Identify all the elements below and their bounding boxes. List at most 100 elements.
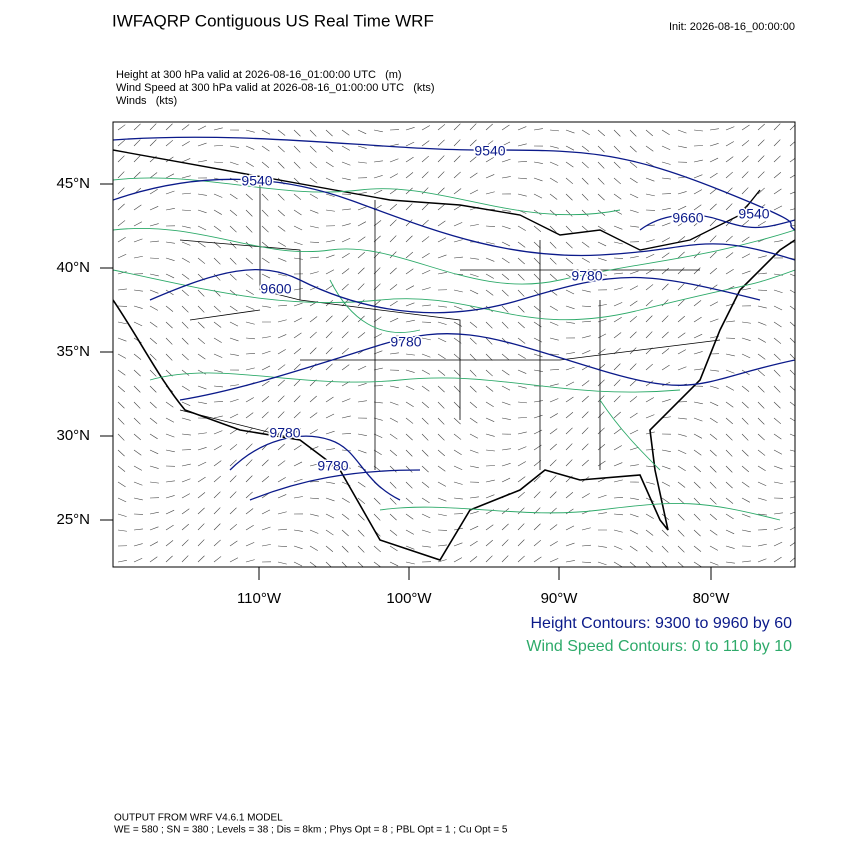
wind-barb xyxy=(357,221,367,227)
wind-barb xyxy=(421,337,431,341)
wind-barb xyxy=(725,561,735,564)
wind-barb xyxy=(389,219,397,227)
wind-barb xyxy=(309,145,317,153)
wind-barb xyxy=(581,177,589,185)
wind-barb xyxy=(437,353,446,360)
wind-barb xyxy=(341,465,351,469)
wind-barb xyxy=(421,513,431,519)
wind-barb xyxy=(597,241,607,247)
wind-barb xyxy=(581,209,589,217)
wind-barb xyxy=(277,225,286,232)
wind-barb xyxy=(325,284,334,291)
wind-barb xyxy=(725,417,733,425)
wind-barb xyxy=(405,385,415,391)
wind-barb xyxy=(709,449,717,457)
wind-barb xyxy=(389,203,397,211)
wind-barb xyxy=(613,395,621,403)
wind-barb xyxy=(741,321,751,324)
wind-barb xyxy=(661,145,671,151)
wind-barb xyxy=(661,207,671,211)
wind-barb xyxy=(309,513,319,517)
wind-barb xyxy=(501,225,511,230)
wind-barb xyxy=(133,543,143,547)
wind-barb xyxy=(501,401,511,406)
wind-barb xyxy=(693,545,702,552)
wind-barb xyxy=(149,481,159,484)
wind-barb xyxy=(181,555,189,563)
wind-barb xyxy=(245,542,255,547)
wind-barb xyxy=(789,369,795,376)
wind-barb xyxy=(709,203,717,211)
wind-barb xyxy=(549,145,559,149)
wind-barb xyxy=(453,239,463,243)
wind-barb xyxy=(517,555,525,563)
wind-barb xyxy=(373,160,383,163)
wind-barb xyxy=(581,273,591,278)
wind-barb xyxy=(213,193,223,198)
wind-barb xyxy=(581,241,590,248)
wind-barb xyxy=(117,513,127,517)
wind-barb xyxy=(677,299,685,307)
wind-barb xyxy=(613,193,622,200)
wind-barb xyxy=(117,449,125,457)
wind-barb xyxy=(165,540,174,547)
wind-barb xyxy=(661,252,670,259)
wind-barb xyxy=(341,238,351,243)
wind-barb xyxy=(421,269,431,275)
wind-barb xyxy=(405,268,414,275)
wind-barb xyxy=(437,417,445,425)
wind-barb xyxy=(229,353,239,356)
wind-barb xyxy=(437,369,446,376)
wind-barb xyxy=(725,369,735,374)
wind-barb xyxy=(789,174,795,179)
wind-barb xyxy=(277,241,286,247)
wind-barb xyxy=(261,305,271,308)
wind-barb xyxy=(229,225,237,233)
wind-barb xyxy=(501,273,510,280)
wind-barb xyxy=(133,401,141,409)
wind-barb xyxy=(229,161,239,166)
wind-barb xyxy=(325,413,335,419)
contour-label: 9780 xyxy=(571,268,602,284)
wind-barb xyxy=(517,461,526,467)
wind-barb xyxy=(517,143,527,147)
wind-barb xyxy=(149,526,159,531)
wind-barb xyxy=(309,347,317,355)
wind-barb xyxy=(613,145,621,153)
wind-barb xyxy=(245,129,255,133)
wind-barb xyxy=(357,332,366,339)
wind-barb xyxy=(453,222,463,227)
wind-barb xyxy=(629,209,639,213)
wind-barb xyxy=(309,529,319,534)
wind-barb xyxy=(645,561,652,567)
wind-barb xyxy=(629,464,639,467)
wind-barb xyxy=(469,224,479,227)
wind-barb xyxy=(709,301,719,307)
wind-barb xyxy=(325,299,334,307)
wind-barb xyxy=(581,350,591,355)
wind-barb xyxy=(277,129,286,136)
wind-barb xyxy=(581,305,591,307)
wind-barb xyxy=(661,497,670,504)
lon-label: 90°W xyxy=(541,590,579,607)
wind-barb xyxy=(181,523,189,531)
wind-barb xyxy=(693,204,702,211)
wind-barb xyxy=(677,417,687,420)
contour-label: 9660 xyxy=(672,210,703,226)
wind-barb xyxy=(181,369,190,376)
contour-label-group: 9540 9540 9660 9540 9780 9600 9780 9780 9780 xyxy=(240,141,771,475)
wind-barb xyxy=(629,513,639,518)
wind-barb xyxy=(405,545,415,550)
map-area: 9540 9540 9660 9540 9780 9600 9780 9780 9780 xyxy=(112,121,796,568)
wind-barb xyxy=(549,428,558,435)
wind-barb xyxy=(421,497,430,504)
wind-barb xyxy=(613,479,623,483)
wind-barb xyxy=(181,337,189,345)
wind-barb xyxy=(133,433,141,441)
wind-barb xyxy=(693,433,703,439)
wind-barb xyxy=(709,385,719,389)
wind-barb xyxy=(757,449,766,456)
wind-barb xyxy=(565,396,574,403)
wind-barb xyxy=(549,305,558,311)
wind-barb xyxy=(261,193,269,201)
